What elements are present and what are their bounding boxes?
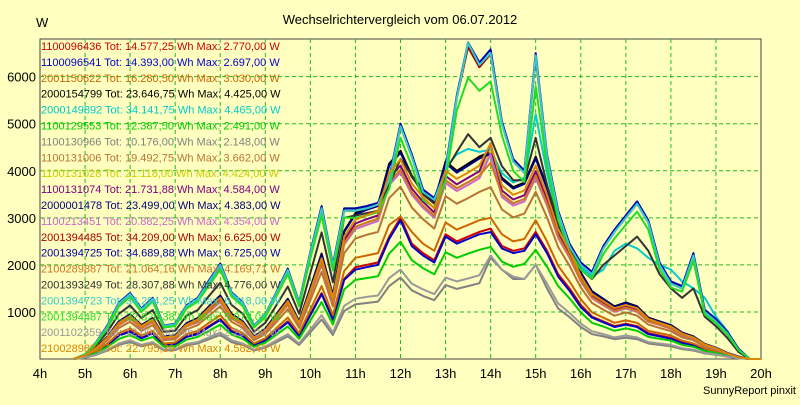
series-line-19 bbox=[73, 254, 761, 360]
footer-credit: SunnyReport pinxit bbox=[703, 385, 796, 397]
x-tick-label: 18h bbox=[660, 366, 682, 381]
legend-entry-18: 2001394487 Tot: 32.826,38 Wh Max: 5.978,… bbox=[41, 311, 281, 323]
series-line-2 bbox=[73, 219, 761, 360]
legend-entry-13: 2001394485 Tot: 34.209,00 Wh Max: 6.625,… bbox=[41, 232, 281, 244]
legend-entry-5: 2000149892 Tot: 34.141,75 Wh Max: 4.465,… bbox=[41, 105, 281, 117]
y-axis-label: W bbox=[36, 15, 49, 30]
y-tick-label: 4000 bbox=[7, 164, 36, 179]
series-line-8 bbox=[73, 185, 761, 360]
y-tick-label: 2000 bbox=[7, 258, 36, 273]
legend-entry-20: 2100289890 Tot: 22.795,39 Wh Max: 4.582,… bbox=[41, 343, 281, 355]
x-tick-label: 5h bbox=[78, 366, 92, 381]
x-tick-label: 7h bbox=[168, 366, 182, 381]
legend-entry-17: 2001394723 Tot: 34.294,25 Wh Max: 6.718,… bbox=[41, 295, 281, 307]
x-tick-label: 10h bbox=[300, 366, 322, 381]
legend-entry-8: 1100131006 Tot: 19.492,75 Wh Max: 3.662,… bbox=[41, 152, 280, 164]
x-tick-label: 11h bbox=[345, 366, 366, 381]
y-tick-label: 6000 bbox=[7, 70, 36, 85]
legend-entry-12: 1100213451 Tot: 20.882,25 Wh Max: 4.354,… bbox=[41, 216, 280, 228]
x-tick-label: 8h bbox=[213, 366, 227, 381]
series-line-17 bbox=[73, 41, 761, 360]
legend-entry-14: 2001394725 Tot: 34.689,88 Wh Max: 6.725,… bbox=[41, 248, 281, 260]
x-tick-label: 14h bbox=[480, 366, 502, 381]
y-tick-label: 3000 bbox=[7, 211, 36, 226]
x-tick-label: 15h bbox=[525, 366, 547, 381]
series-line-6 bbox=[73, 240, 761, 360]
x-tick-label: 6h bbox=[123, 366, 137, 381]
chart-title: Wechselrichtervergleich vom 06.07.2012 bbox=[283, 12, 518, 27]
legend-entry-2: 1100096541 Tot: 14.393,00 Wh Max: 2.697,… bbox=[41, 57, 280, 69]
legend-entry-9: 1100131028 Tot: 21.118,00 Wh Max: 4.424,… bbox=[41, 168, 280, 180]
y-tick-labels: 1000 2000 3000 4000 5000 6000 bbox=[7, 70, 36, 320]
y-tick-label: 5000 bbox=[7, 117, 36, 132]
series-line-7 bbox=[73, 256, 761, 360]
x-tick-label: 12h bbox=[390, 366, 412, 381]
legend-entry-6: 1100129553 Tot: 12.387,50 Wh Max: 2.491,… bbox=[41, 121, 280, 133]
x-tick-label: 13h bbox=[435, 366, 457, 381]
x-tick-label: 9h bbox=[258, 366, 272, 381]
series-line-18 bbox=[73, 76, 761, 360]
x-tick-label: 19h bbox=[705, 366, 727, 381]
x-tick-labels: 4h 5h 6h 7h 8h 9h 10h 11h 12h 13h 14h 15h 16h 17h 18h 1… bbox=[33, 366, 772, 381]
legend-entry-7: 1100130966 Tot: 10.176,00 Wh Max: 2.148,… bbox=[41, 136, 280, 148]
legend-entry-1: 1100096436 Tot: 14.577,25 Wh Max: 2.770,… bbox=[41, 41, 280, 53]
legend-entry-3: 2001150622 Tot: 16.280,50 Wh Max: 3.030,… bbox=[41, 73, 280, 85]
legend-entry-4: 2000154799 Tot: 23.646,75 Wh Max: 4.425,… bbox=[41, 89, 281, 101]
legend-entry-19: 2001102359 Tot: 12.000,00 Wh Max: 2.200,… bbox=[41, 327, 280, 339]
y-tick-label: 1000 bbox=[7, 305, 36, 320]
series-lines bbox=[73, 41, 761, 360]
x-tick-label: 4h bbox=[33, 366, 47, 381]
legend-entry-16: 2001393249 Tot: 28.307,88 Wh Max: 4.776,… bbox=[41, 280, 281, 292]
x-tick-label: 16h bbox=[570, 366, 592, 381]
legend-entry-11: 2000001478 Tot: 23.499,00 Wh Max: 4.383,… bbox=[41, 200, 281, 212]
legend-entry-10: 1100131074 Tot: 21.731,88 Wh Max: 4.584,… bbox=[41, 184, 280, 196]
x-tick-label: 20h bbox=[750, 366, 772, 381]
legend: 1100096436 Tot: 14.577,25 Wh Max: 2.770,… bbox=[41, 41, 281, 355]
legend-entry-15: 2100289887 Tot: 21.064,16 Wh Max: 4.169,… bbox=[41, 264, 281, 276]
series-line-15 bbox=[73, 161, 761, 360]
x-tick-label: 17h bbox=[615, 366, 637, 381]
series-line-20 bbox=[73, 142, 761, 360]
series-line-3 bbox=[73, 215, 761, 360]
